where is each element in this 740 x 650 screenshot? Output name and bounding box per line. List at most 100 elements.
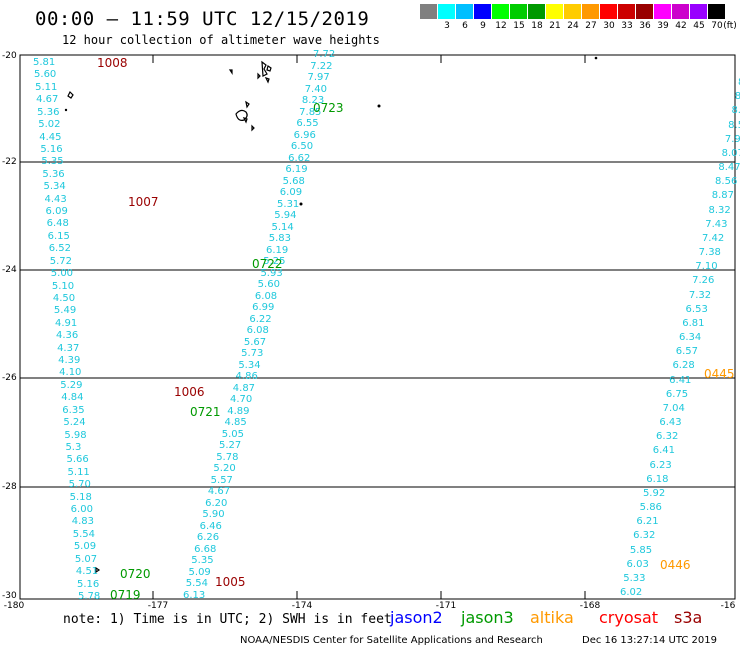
wave-height-value: 4.86: [235, 371, 258, 383]
scale-swatch: [564, 4, 581, 19]
pass-time-label: 0721: [190, 405, 221, 419]
wave-height-value: 6.50: [290, 141, 314, 153]
wave-height-value: 6.68: [194, 543, 217, 555]
wave-height-value: 5.20: [213, 463, 236, 475]
scale-label: 6: [462, 21, 468, 31]
wave-height-value: 5.24: [63, 417, 86, 429]
wave-height-value: 7.42: [701, 232, 725, 244]
lat-gridlines: [20, 161, 735, 488]
wave-height-value: 6.96: [293, 129, 316, 141]
lat-label: -24: [2, 265, 17, 275]
wave-height-value: 5.57: [210, 474, 233, 486]
wave-height-value: 4.83: [71, 516, 94, 528]
wave-height-value: 4.84: [61, 392, 84, 404]
map-title: 00:00 – 11:59 UTC 12/15/2019: [35, 8, 370, 30]
lon-label: -168: [579, 601, 601, 611]
scale-label: 18: [531, 21, 543, 31]
wave-height-value: 6.32: [633, 530, 656, 542]
legend-jason2: jason2: [390, 608, 443, 627]
wave-height-value: 5.78: [216, 451, 239, 463]
wave-height-value: 6.00: [70, 504, 93, 516]
wave-height-value: 5.34: [238, 359, 261, 371]
wave-height-value: 6.55: [296, 118, 319, 130]
wave-height-value: 5.83: [268, 233, 291, 245]
wave-height-value: 5.09: [73, 541, 97, 553]
wave-height-value: 4.67: [207, 486, 231, 498]
pass-time-label: 1008: [97, 56, 128, 70]
scale-swatch: [672, 4, 689, 19]
scale-swatch: [618, 4, 635, 19]
pass-time-label: 0445: [704, 367, 735, 381]
wave-height-value: 8.5: [728, 119, 740, 131]
scale-swatch: [420, 4, 437, 19]
wave-height-value: 5.18: [69, 491, 92, 503]
wave-height-value: 8.: [734, 91, 740, 103]
wave-height-value: 6.53: [685, 303, 708, 315]
wave-height-value: 6.08: [254, 290, 278, 302]
wave-height-value: 5.36: [37, 106, 60, 118]
wave-height-value: 5.72: [49, 255, 72, 267]
wave-height-value: 6.21: [636, 516, 659, 528]
wave-height-value: 6.75: [665, 388, 689, 400]
scale-label: 15: [513, 21, 525, 31]
pass-time-label: 1007: [128, 195, 159, 209]
wave-height-value: 6.99: [252, 302, 275, 314]
wave-height-value: 5.11: [35, 81, 58, 93]
scale-swatch: [636, 4, 653, 19]
lon-ticks: [152, 55, 586, 599]
wave-height-value: 8.23: [301, 95, 325, 107]
scale-swatch: [546, 4, 563, 19]
wave-height-value: 5.54: [72, 528, 96, 540]
wave-height-value: 4.50: [52, 292, 76, 304]
legend-s3a: s3a: [674, 608, 703, 627]
wave-height-value: 5.27: [218, 440, 242, 452]
wave-height-value: 5.16: [40, 143, 63, 155]
wave-height-value: 5.92: [642, 487, 666, 499]
legend-jason3: jason3: [461, 608, 514, 627]
pass-time-label: 1005: [215, 575, 246, 589]
wave-height-value: 7.32: [688, 289, 712, 301]
scale-label: 30: [603, 21, 615, 31]
wave-height-value: 7.97: [307, 72, 330, 84]
wave-height-value: 4.36: [56, 330, 79, 342]
lat-label: -30: [2, 591, 17, 601]
scale-swatch: [456, 4, 473, 19]
wave-height-value: 5.07: [74, 553, 98, 565]
wave-height-value: 4.10: [59, 367, 82, 379]
wave-height-value: 5.67: [243, 336, 267, 348]
wave-height-value: 6.02: [620, 587, 643, 598]
wave-height-value: 7.99: [724, 133, 740, 145]
scale-swatch: [600, 4, 617, 19]
scale-swatch: [510, 4, 527, 19]
wave-height-value: 5.09: [188, 566, 211, 578]
wave-height-value: 8.2: [731, 105, 740, 117]
wave-height-value: 6.08: [246, 325, 269, 337]
wave-height-value: 5.73: [241, 348, 264, 360]
wave-height-value: 4.39: [58, 355, 81, 367]
wave-height-value: 7.40: [304, 83, 327, 95]
scale-label: 9: [480, 21, 486, 31]
pass-time-label: 0446: [660, 558, 691, 572]
lon-label: -177: [147, 601, 169, 611]
wave-height-value: 6.81: [682, 317, 705, 329]
wave-height-value: 4.67: [36, 94, 59, 106]
wave-height-value: 8.56: [715, 176, 738, 188]
lon-label: -171: [435, 601, 457, 611]
wave-height-value: 6.22: [249, 313, 272, 325]
scale-swatch: [708, 4, 725, 19]
wave-height-value: 7.04: [662, 402, 685, 414]
wave-height-value: 7.85: [299, 106, 322, 118]
wave-height-value: 5.02: [38, 119, 61, 131]
wave-height-value: 6.28: [672, 360, 695, 372]
map-subtitle: 12 hour collection of altimeter wave hei…: [62, 33, 380, 47]
wave-height-value: 5.68: [282, 175, 305, 187]
wave-height-value: 6.35: [62, 404, 85, 416]
scale-swatch: [690, 4, 707, 19]
wave-height-value: 6.34: [679, 332, 702, 343]
pass-time-label: 0723: [313, 101, 344, 115]
wave-height-value: 6.46: [199, 520, 222, 532]
wave-height-value: 4.89: [227, 405, 250, 417]
wave-height-value: 4.85: [224, 417, 247, 429]
wave-height-value: 5.81: [33, 57, 56, 68]
